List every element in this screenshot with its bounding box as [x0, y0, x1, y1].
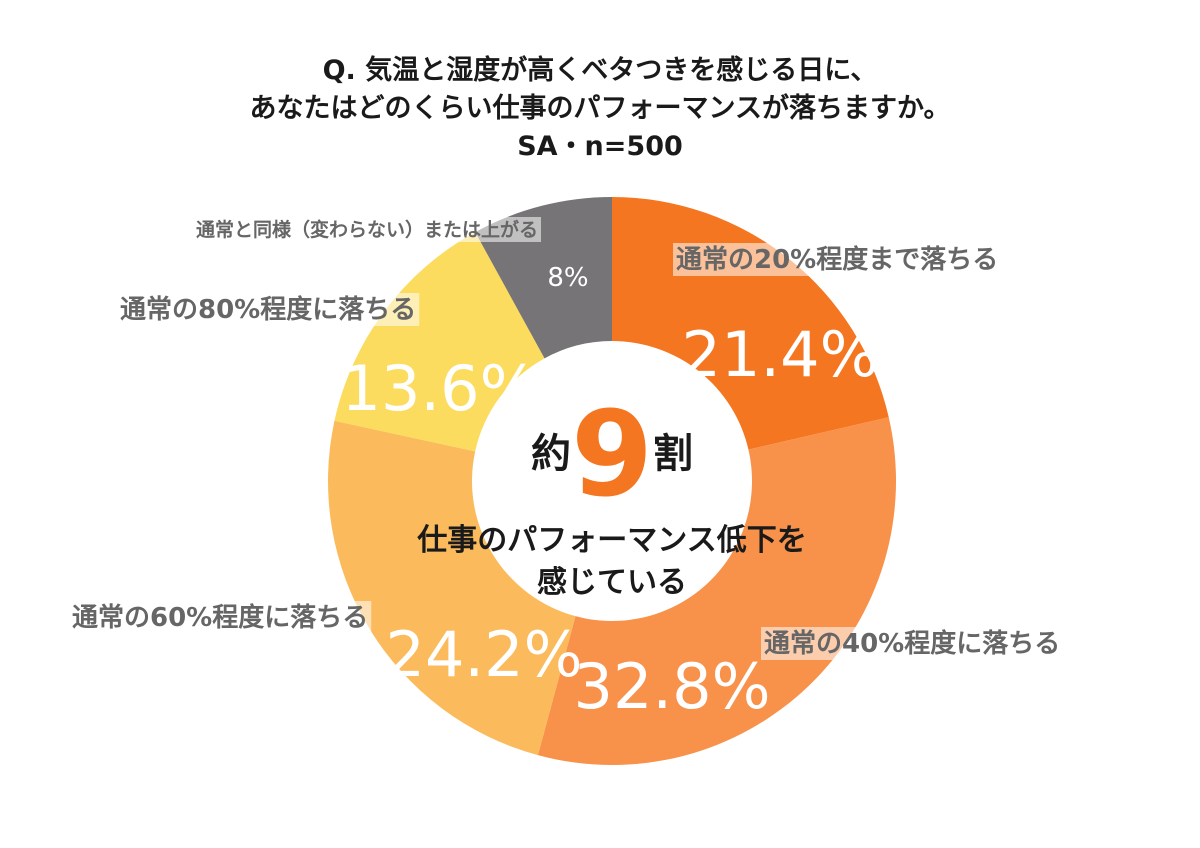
value-label-40pct: 32.8% [574, 650, 771, 723]
slice-60pct [328, 420, 576, 756]
center-suffix: 割 [653, 431, 694, 477]
center-prefix: 約 [530, 431, 571, 477]
category-label-60pct: 通常の60%程度に落ちる [72, 602, 368, 633]
value-label-80pct: 13.6% [342, 352, 539, 425]
center-caption: 仕事のパフォーマンス低下を 感じている [380, 520, 844, 604]
category-label-backdrop [193, 217, 542, 242]
category-label-backdrop [761, 627, 1064, 660]
category-label-80pct: 通常の80%程度に落ちる [120, 294, 416, 325]
category-label-backdrop [69, 601, 372, 634]
category-label-backdrop [117, 293, 420, 326]
title-line-3: SA・n=500 [517, 131, 683, 162]
category-label-backdrop [673, 243, 1002, 276]
chart-title: Q. 気温と湿度が高くベタつきを感じる日に、 あなたはどのくらい仕事のパフォーマ… [0, 52, 1200, 166]
slice-40pct [537, 417, 896, 765]
center-caption-line-2: 感じている [537, 565, 687, 600]
title-line-2: あなたはどのくらい仕事のパフォーマンスが落ちますか。 [249, 93, 951, 124]
category-label-same-or-up: 通常と同様（変わらない）または上がる [196, 218, 538, 241]
slice-80pct [334, 232, 545, 452]
center-headline: 約9割 [380, 392, 844, 514]
value-label-20pct: 21.4% [682, 318, 879, 391]
category-label-40pct: 通常の40%程度に落ちる [764, 628, 1060, 659]
category-label-20pct: 通常の20%程度まで落ちる [676, 244, 998, 275]
value-label-same-or-up: 8% [547, 263, 588, 293]
title-line-1: Q. 気温と湿度が高くベタつきを感じる日に、 [322, 55, 878, 86]
value-label-60pct: 24.2% [386, 618, 583, 691]
center-number: 9 [570, 385, 654, 523]
center-caption-line-1: 仕事のパフォーマンス低下を [417, 523, 807, 558]
